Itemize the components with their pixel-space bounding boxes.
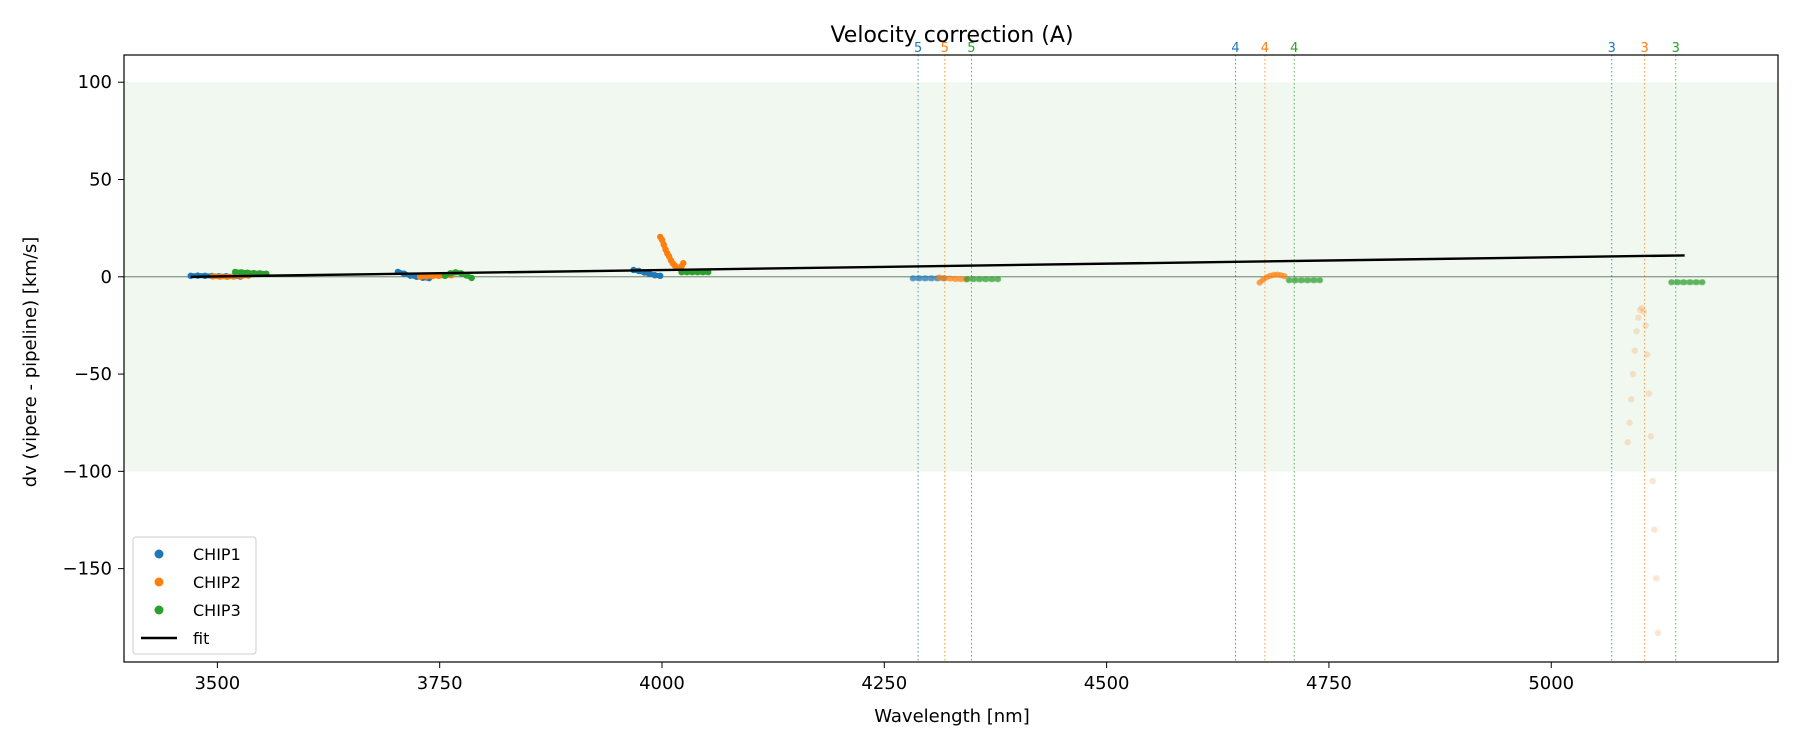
legend-label: CHIP3 <box>193 601 241 620</box>
legend: CHIP1 CHIP2 CHIP3 fit <box>132 536 257 655</box>
data-trail-chip2 <box>1257 272 1287 286</box>
legend-label: fit <box>193 629 209 648</box>
legend-marker-chip3 <box>154 605 164 615</box>
data-point-chip2 <box>1638 304 1646 312</box>
data-point-chip2 <box>1647 433 1655 440</box>
legend-box <box>132 536 257 655</box>
data-point-chip2 <box>1652 575 1660 582</box>
data-trail-chip2 <box>936 275 969 282</box>
x-tick-label: 4250 <box>861 673 907 694</box>
y-tick-label: 50 <box>89 170 112 191</box>
legend-label: CHIP2 <box>193 573 241 592</box>
data-point-chip2 <box>1644 351 1651 358</box>
data-point-chip2 <box>1651 526 1658 533</box>
order-label: 5 <box>941 41 949 56</box>
axes-frame <box>123 54 1779 663</box>
order-label: 5 <box>914 41 922 56</box>
y-tick-label: −100 <box>63 461 112 482</box>
order-label: 4 <box>1231 41 1239 56</box>
data-point-chip2 <box>1635 314 1642 321</box>
x-tick-label: 5000 <box>1528 673 1574 694</box>
y-axis-label: dv (vipere - pipeline) [km/s] <box>20 237 41 488</box>
legend-marker-chip1 <box>154 549 164 559</box>
data-point-chip2 <box>1645 390 1653 397</box>
x-tick-label: 4500 <box>1084 673 1130 694</box>
data-point-chip2 <box>1633 328 1640 335</box>
x-axis-label: Wavelength [nm] <box>874 706 1030 727</box>
data-point-chip2 <box>1654 629 1662 637</box>
fit-line <box>190 254 1685 278</box>
x-tick-label: 3750 <box>417 673 463 694</box>
y-tick-label: −150 <box>63 559 112 580</box>
data-point-chip2 <box>1636 306 1644 314</box>
y-tick-label: 0 <box>101 267 112 288</box>
data-point-chip2 <box>1628 396 1635 403</box>
legend-label: CHIP1 <box>193 545 241 564</box>
order-label: 5 <box>967 41 975 56</box>
order-label: 3 <box>1640 41 1648 56</box>
order-label: 4 <box>1261 41 1269 56</box>
data-point-chip2 <box>1626 419 1633 426</box>
data-trail-chip2 <box>657 234 686 271</box>
plot-area <box>124 55 1778 662</box>
data-trail-chip3 <box>232 269 269 277</box>
data-point-chip2 <box>1631 347 1639 354</box>
data-point-chip2 <box>1642 322 1649 329</box>
data-point-chip2 <box>1629 370 1637 378</box>
data-point-chip2 <box>1624 438 1631 446</box>
y-tick-label: −50 <box>74 364 112 385</box>
order-label: 3 <box>1672 41 1680 56</box>
y-tick-label: 100 <box>78 72 112 93</box>
x-tick-label: 4000 <box>639 673 685 694</box>
legend-marker-chip2 <box>154 577 164 587</box>
x-tick-label: 3500 <box>194 673 240 694</box>
data-point-chip2 <box>1640 308 1647 316</box>
chart-title: Velocity correction (A) <box>830 23 1073 48</box>
data-point-chip2 <box>1649 477 1656 485</box>
x-tick-label: 4750 <box>1306 673 1352 694</box>
order-label: 3 <box>1608 41 1616 56</box>
order-label: 4 <box>1290 41 1298 56</box>
